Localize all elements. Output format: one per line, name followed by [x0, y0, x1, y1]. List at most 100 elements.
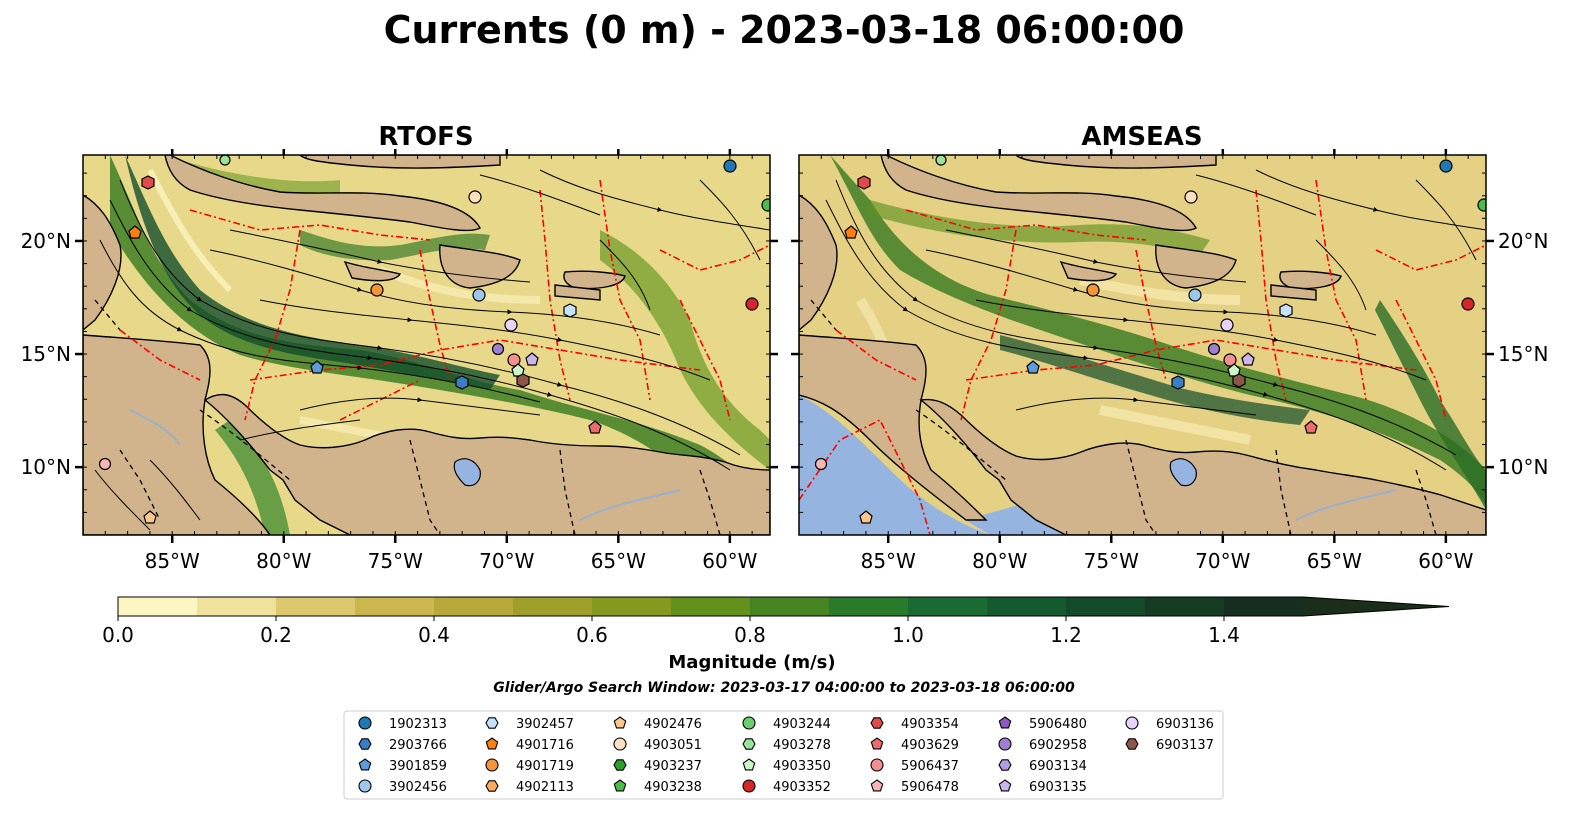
marker-3902456[interactable]: [1188, 288, 1202, 302]
legend-label: 6902958: [1029, 738, 1087, 753]
colorbar-tick-label: 1.2: [1050, 623, 1082, 647]
marker-4901716[interactable]: [128, 225, 142, 239]
legend-marker-5906478: [870, 779, 884, 792]
panel-title-rtofs: RTOFS: [378, 122, 473, 152]
x-tick-label: 85°W: [145, 549, 200, 573]
colorbar-tick-label: 0.4: [418, 623, 450, 647]
eez-boundaries: [799, 179, 1486, 535]
marker-6902958[interactable]: [1207, 342, 1221, 356]
marker-4903629[interactable]: [588, 420, 602, 434]
marker-4901719[interactable]: [370, 283, 384, 297]
marker-3902456[interactable]: [472, 288, 486, 302]
marker-1902313[interactable]: [1439, 159, 1453, 173]
legend-marker-4903354: [870, 717, 884, 729]
marker-3902457[interactable]: [563, 303, 577, 318]
marker-4903278[interactable]: [935, 155, 947, 166]
panel-title-amseas: AMSEAS: [1081, 122, 1202, 152]
y-tick-label: 20°N: [21, 229, 71, 253]
legend-label: 3901859: [389, 759, 447, 774]
legend-marker-5906480: [998, 716, 1012, 729]
marker-4903278[interactable]: [219, 155, 231, 166]
legend-marker-1902313: [358, 716, 372, 730]
marker-5906437[interactable]: [1223, 353, 1237, 367]
marker-4902476[interactable]: [143, 510, 157, 524]
marker-6903136[interactable]: [504, 318, 518, 332]
legend-marker-4903244: [742, 716, 756, 730]
marker-6903135[interactable]: [1241, 352, 1255, 366]
legend-marker-4902476: [613, 716, 627, 729]
float-markers-rtofs: [98, 155, 774, 524]
marker-1902313[interactable]: [723, 159, 737, 173]
marker-6902958[interactable]: [491, 342, 505, 356]
colorbar-tick-label: 1.4: [1208, 623, 1240, 647]
marker-2903766[interactable]: [1171, 375, 1185, 390]
legend-frame: [343, 710, 1224, 800]
no-data-region: [799, 395, 990, 535]
legend-label: 2903766: [389, 738, 447, 753]
x-tick-label: 80°W: [972, 549, 1027, 573]
map-axes: 85°W 80°W 75°W 70°W 65°W 60°W 20°N 15°N 10°N 85°W…: [21, 149, 1548, 573]
legend-marker-4903051: [613, 737, 627, 751]
marker-4903352[interactable]: [745, 297, 759, 311]
legend-marker-3902456: [358, 779, 372, 793]
legend-marker-6902958: [998, 737, 1012, 751]
colorbar-segment: [1066, 597, 1146, 616]
marker-3901859[interactable]: [1026, 360, 1040, 374]
legend-marker-6903135: [998, 779, 1012, 792]
legend-marker-3902457: [485, 717, 499, 729]
colorbar-outline: [117, 596, 1450, 617]
marker-5906478[interactable]: [98, 457, 112, 471]
country-borders: [94, 299, 721, 535]
marker-4903051[interactable]: [468, 190, 482, 204]
x-tick-label: 70°W: [479, 549, 534, 573]
marker-6903137[interactable]: [1232, 373, 1246, 388]
colorbar-segment: [355, 597, 435, 616]
colorbar-segment: [592, 597, 672, 616]
marker-3902457[interactable]: [1279, 303, 1293, 318]
y-tick-label: 10°N: [21, 455, 71, 479]
marker-4903051[interactable]: [1184, 190, 1198, 204]
marker-5906478[interactable]: [814, 457, 828, 471]
y-tick-label: 15°N: [21, 342, 71, 366]
marker-4903238[interactable]: [1477, 198, 1490, 212]
map-panel-amseas: [799, 155, 1490, 535]
colorbar-segment: [987, 597, 1067, 616]
legend-label: 4903244: [773, 717, 831, 732]
y-tick-label: 20°N: [1498, 229, 1548, 253]
marker-4903354[interactable]: [857, 175, 871, 190]
colorbar-tick-label: 1.0: [892, 623, 924, 647]
x-tick-label: 65°W: [1307, 549, 1362, 573]
marker-4901716[interactable]: [844, 225, 858, 239]
colorbar-segment: [829, 597, 909, 616]
marker-4901719[interactable]: [1086, 283, 1100, 297]
marker-6903135[interactable]: [525, 352, 539, 366]
legend-label: 4903237: [644, 759, 702, 774]
marker-2903766[interactable]: [455, 375, 469, 390]
x-tick-label: 80°W: [256, 549, 311, 573]
x-tick-label: 75°W: [368, 549, 423, 573]
colorbar-segment: [434, 597, 514, 616]
colorbar-segment: [1224, 597, 1304, 616]
legend-label: 5906437: [901, 759, 959, 774]
marker-6903137[interactable]: [516, 373, 530, 388]
current-streamlines: [825, 169, 1486, 471]
marker-4903354[interactable]: [141, 175, 155, 190]
colorbar-segment: [908, 597, 988, 616]
legend-label: 6903134: [1029, 759, 1087, 774]
marker-5906437[interactable]: [507, 353, 521, 367]
marker-4902476[interactable]: [859, 510, 873, 524]
legend-label: 4902476: [644, 717, 702, 732]
y-tick-label: 10°N: [1498, 455, 1548, 479]
legend-label: 3902456: [389, 780, 447, 795]
map-panel-rtofs: [83, 155, 774, 535]
map-frame-amseas: [798, 154, 1487, 536]
legend-marker-4903237: [613, 759, 627, 771]
x-tick-label: 60°W: [702, 549, 757, 573]
marker-4903352[interactable]: [1461, 297, 1475, 311]
marker-4903629[interactable]: [1304, 420, 1318, 434]
marker-3901859[interactable]: [310, 360, 324, 374]
marker-4903238[interactable]: [761, 198, 774, 212]
float-markers-amseas: [814, 155, 1490, 524]
marker-6903136[interactable]: [1220, 318, 1234, 332]
legend-label: 4901716: [516, 738, 574, 753]
